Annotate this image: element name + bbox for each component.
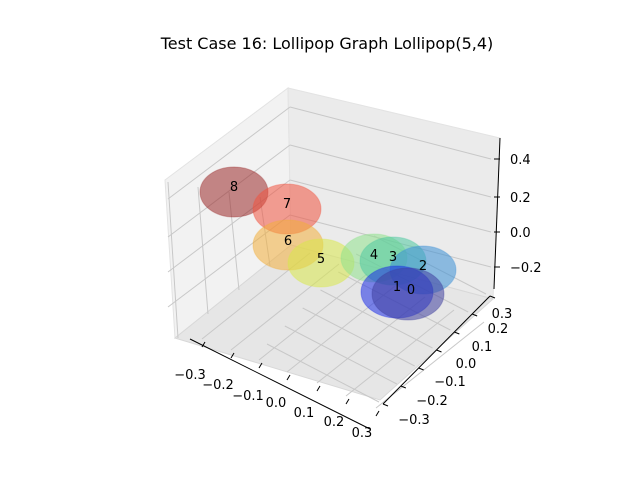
nodes: 8 7 6 5 4 3 2 1 0	[199, 166, 457, 321]
tick-labels: −0.3−0.2−0.1 0.00.10.20.3−0.3−0.2−0.10.00…	[174, 153, 541, 441]
z-tick-label: 0.4	[510, 153, 531, 168]
node-label-1: 1	[393, 280, 401, 295]
x-tick-label: 0.3	[352, 426, 373, 441]
node-label-4: 4	[370, 248, 378, 263]
y-tick-label: −0.3	[398, 413, 430, 428]
y-tick-label: −0.1	[434, 375, 466, 390]
x-tick-label: 0.0	[266, 396, 287, 411]
node-label-6: 6	[284, 234, 292, 249]
node-label-7: 7	[283, 197, 291, 212]
z-tick-label: 0.0	[510, 226, 531, 241]
node-label-8: 8	[230, 180, 238, 195]
node-label-5: 5	[317, 252, 325, 267]
node-label-0: 0	[407, 283, 415, 298]
axis-lines	[189, 137, 501, 430]
node-label-2: 2	[419, 259, 427, 274]
x-tick-label: 0.1	[294, 406, 315, 421]
node-label-3: 3	[389, 250, 397, 265]
x-tick-label: −0.1	[232, 389, 264, 404]
y-tick-label: 0.3	[492, 307, 513, 322]
x-tick-label: −0.2	[202, 378, 234, 393]
y-tick-label: 0.2	[488, 322, 509, 337]
node-sphere-0	[371, 267, 445, 321]
x-tick-label: 0.2	[324, 415, 345, 430]
z-tick-label: 0.2	[510, 191, 531, 206]
z-tick-label: −0.2	[510, 261, 542, 276]
y-tick-label: −0.2	[416, 394, 448, 409]
y-tick-label: 0.0	[456, 357, 477, 372]
x-tick-label: −0.3	[174, 368, 206, 383]
chart-title: Test Case 16: Lollipop Graph Lollipop(5,…	[160, 34, 494, 53]
y-tick-label: 0.1	[472, 340, 493, 355]
